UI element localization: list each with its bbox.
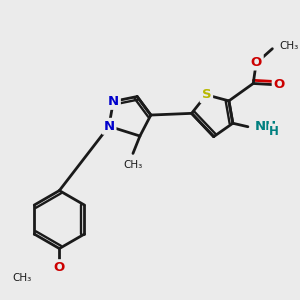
Text: CH₃: CH₃ [12,273,32,283]
Text: O: O [274,78,285,91]
Text: N: N [108,95,119,108]
Text: CH₃: CH₃ [123,160,142,170]
Text: O: O [250,56,262,68]
Text: H: H [269,125,279,138]
Text: O: O [54,261,65,274]
Text: CH₃: CH₃ [279,41,298,51]
Text: NH: NH [255,120,277,133]
Text: S: S [202,88,211,101]
Text: N: N [103,120,115,133]
